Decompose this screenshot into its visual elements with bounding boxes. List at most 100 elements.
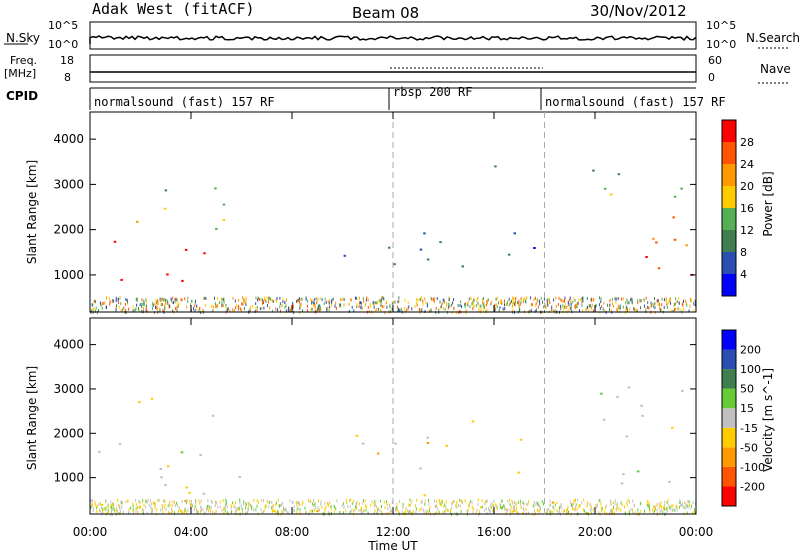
ground-scatter-cell	[451, 506, 453, 510]
ground-scatter-cell	[687, 504, 689, 508]
ground-scatter-cell	[426, 509, 428, 513]
ground-scatter-cell	[396, 305, 398, 309]
ground-scatter-cell	[662, 511, 664, 515]
ground-scatter-cell	[476, 299, 478, 302]
ground-scatter-cell	[398, 296, 400, 300]
ground-scatter-cell	[110, 513, 112, 517]
ground-scatter-cell	[686, 303, 688, 307]
ground-scatter-cell	[601, 507, 603, 511]
ground-scatter-cell	[523, 502, 525, 506]
ground-scatter-cell	[468, 502, 470, 506]
colorbar-swatch	[722, 230, 736, 252]
ground-scatter-cell	[484, 500, 486, 504]
ground-scatter-cell	[603, 301, 605, 305]
scatter-cell	[222, 203, 226, 206]
ground-scatter-cell	[389, 305, 391, 309]
ground-scatter-cell	[506, 509, 508, 513]
ground-scatter-cell	[477, 301, 479, 305]
ground-scatter-cell	[504, 303, 505, 307]
ground-scatter-cell	[676, 508, 678, 512]
ground-scatter-cell	[111, 507, 113, 510]
ground-scatter-cell	[694, 299, 696, 303]
ground-scatter-cell	[252, 304, 254, 308]
ground-scatter-cell	[260, 297, 262, 301]
power-ylabel: Slant Range [km]	[25, 160, 39, 264]
ground-scatter-cell	[436, 511, 438, 515]
ground-scatter-cell	[422, 299, 424, 303]
ground-scatter-cell	[135, 503, 137, 507]
ground-scatter-cell	[92, 307, 94, 311]
ground-scatter-cell	[381, 298, 383, 302]
ground-scatter-cell	[645, 307, 647, 311]
ground-scatter-cell	[301, 502, 303, 506]
ground-scatter-cell	[125, 309, 127, 312]
ground-scatter-cell	[250, 305, 252, 309]
ground-scatter-cell	[292, 302, 294, 305]
ground-scatter-cell	[272, 507, 274, 511]
ground-scatter-cell	[380, 303, 382, 307]
ground-scatter-cell	[361, 511, 363, 515]
ground-scatter-cell	[164, 499, 166, 503]
ground-scatter-cell	[482, 300, 484, 304]
ground-scatter-cell	[122, 510, 124, 514]
ground-scatter-cell	[398, 510, 400, 514]
ground-scatter-cell	[387, 507, 389, 511]
ground-scatter-cell	[551, 305, 553, 309]
ground-scatter-cell	[147, 498, 149, 502]
ground-scatter-cell	[373, 502, 375, 506]
ground-scatter-cell	[460, 509, 462, 513]
ground-scatter-cell	[193, 307, 194, 311]
ground-scatter-cell	[327, 502, 329, 506]
ground-scatter-cell	[162, 303, 163, 306]
ground-scatter-cell	[666, 501, 668, 504]
ground-scatter-cell	[510, 510, 512, 514]
ground-scatter-cell	[616, 308, 618, 311]
ground-scatter-cell	[660, 501, 662, 505]
ground-scatter-cell	[664, 507, 666, 511]
scatter-cell	[316, 510, 319, 512]
ground-scatter-cell	[674, 308, 675, 312]
ground-scatter-cell	[438, 510, 440, 514]
ground-scatter-cell	[560, 298, 562, 302]
colorbar-swatch	[722, 330, 736, 350]
ground-scatter-cell	[384, 311, 386, 315]
y-tick-label: 1000	[53, 471, 84, 485]
ground-scatter-cell	[171, 511, 173, 515]
ground-scatter-cell	[328, 501, 330, 505]
ground-scatter-cell	[491, 506, 492, 510]
ground-scatter-cell	[234, 299, 236, 303]
ground-scatter-cell	[115, 296, 117, 300]
ground-scatter-cell	[534, 296, 536, 300]
ground-scatter-cell	[135, 509, 137, 513]
ground-scatter-cell	[570, 302, 572, 306]
ground-scatter-cell	[284, 301, 286, 304]
ground-scatter-cell	[336, 499, 338, 503]
ground-scatter-cell	[407, 307, 409, 311]
ground-scatter-cell	[535, 304, 537, 307]
ground-scatter-cell	[355, 505, 357, 509]
ground-scatter-cell	[482, 297, 484, 301]
ground-scatter-cell	[569, 296, 571, 300]
ground-scatter-cell	[211, 501, 213, 505]
ground-scatter-cell	[235, 501, 236, 505]
ground-scatter-cell	[268, 296, 270, 300]
ground-scatter-cell	[142, 302, 144, 306]
ground-scatter-cell	[298, 501, 300, 505]
ground-scatter-cell	[574, 298, 576, 302]
ground-scatter-cell	[394, 507, 396, 511]
ground-scatter-cell	[586, 511, 588, 515]
ground-scatter-cell	[409, 498, 411, 502]
ground-scatter-cell	[575, 498, 576, 502]
ground-scatter-cell	[142, 306, 144, 310]
ground-scatter-cell	[111, 510, 112, 514]
ground-scatter-cell	[171, 503, 173, 507]
ground-scatter-cell	[132, 305, 134, 309]
ground-scatter-cell	[153, 501, 155, 504]
ground-scatter-cell	[313, 304, 315, 307]
ground-scatter-cell	[174, 503, 176, 507]
ground-scatter-cell	[138, 309, 140, 313]
ground-scatter-cell	[455, 503, 457, 507]
ground-scatter-cell	[317, 304, 319, 308]
ground-scatter-cell	[528, 500, 529, 504]
